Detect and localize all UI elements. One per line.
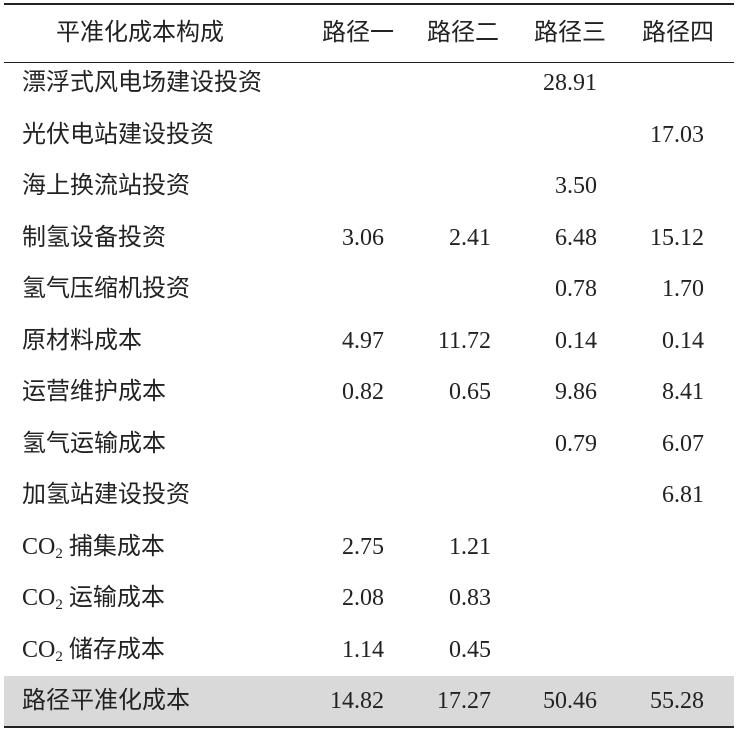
header-cell: 路径二: [427, 20, 499, 46]
header-cell: 平准化成本构成: [56, 20, 224, 46]
label-chem: CO: [22, 636, 56, 663]
value-cell: 3.06: [342, 224, 384, 251]
top-rule: [4, 3, 734, 5]
value-cell: 1.14: [342, 636, 384, 663]
row-label: CO2 储存成本: [22, 635, 165, 665]
value-cell: 0.78: [555, 276, 597, 302]
value-cell: 9.86: [555, 379, 597, 405]
label-chem: CO: [22, 533, 56, 560]
value-cell: 3.50: [555, 173, 597, 199]
value-cell: 15.12: [650, 224, 704, 251]
value-cell: 0.14: [555, 327, 597, 354]
value-cell: 17.03: [650, 121, 704, 148]
label-text: 捕集成本: [68, 533, 165, 560]
label-subscript: 2: [55, 545, 63, 562]
row-label: 原材料成本: [22, 327, 142, 354]
label-chem: CO: [22, 585, 56, 611]
total-row-background: [4, 676, 734, 726]
header-cell: 路径四: [642, 20, 714, 46]
row-label: 光伏电站建设投资: [22, 121, 214, 148]
row-label: 氢气压缩机投资: [22, 276, 190, 302]
row-label: 氢气运输成本: [22, 430, 166, 457]
row-label: 路径平准化成本: [22, 688, 190, 714]
header-cell: 路径一: [322, 20, 394, 46]
value-cell: 0.45: [449, 636, 491, 663]
value-cell: 1.70: [662, 276, 704, 302]
value-cell: 50.46: [543, 688, 597, 714]
value-cell: 8.41: [662, 379, 704, 405]
value-cell: 0.83: [449, 585, 491, 611]
label-subscript: 2: [55, 648, 63, 665]
row-label: 制氢设备投资: [22, 224, 166, 251]
value-cell: 11.72: [437, 327, 491, 354]
row-label: 运营维护成本: [22, 379, 166, 405]
label-subscript: 2: [55, 597, 63, 613]
value-cell: 6.48: [555, 224, 597, 251]
value-cell: 55.28: [650, 688, 704, 714]
value-cell: 6.07: [662, 430, 704, 457]
value-cell: 14.82: [330, 688, 384, 714]
value-cell: 0.82: [342, 379, 384, 405]
row-label: CO2 运输成本: [22, 583, 165, 613]
value-cell: 28.91: [543, 70, 597, 96]
value-cell: 0.65: [449, 379, 491, 405]
value-cell: 2.75: [342, 533, 384, 560]
bottom-rule: [4, 726, 734, 728]
label-text: 储存成本: [68, 636, 165, 663]
row-label: 加氢站建设投资: [22, 482, 190, 508]
row-label: 海上换流站投资: [22, 173, 190, 199]
value-cell: 17.27: [437, 688, 491, 714]
value-cell: 6.81: [662, 482, 704, 508]
value-cell: 2.41: [449, 224, 491, 251]
header-cell: 路径三: [534, 20, 606, 46]
value-cell: 4.97: [342, 327, 384, 354]
label-text: 运输成本: [68, 585, 165, 611]
value-cell: 1.21: [449, 533, 491, 560]
value-cell: 0.79: [555, 430, 597, 457]
value-cell: 0.14: [662, 327, 704, 354]
row-label: 漂浮式风电场建设投资: [22, 70, 262, 96]
value-cell: 2.08: [342, 585, 384, 611]
header-rule: [4, 62, 734, 63]
row-label: CO2 捕集成本: [22, 532, 165, 562]
